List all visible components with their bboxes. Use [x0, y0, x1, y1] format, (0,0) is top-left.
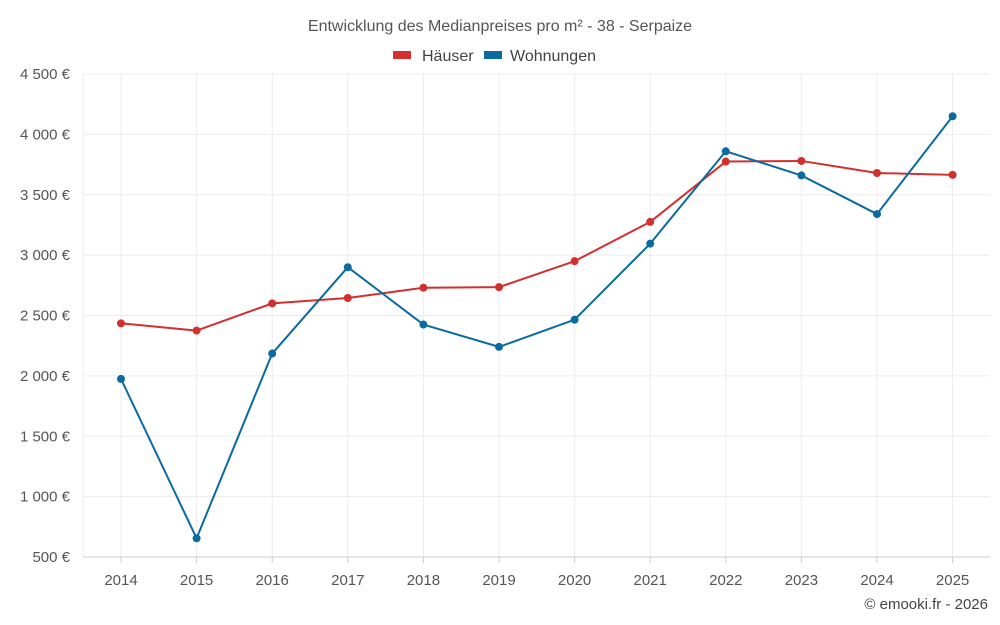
x-tick-label: 2014	[104, 572, 137, 589]
y-tick-label: 3 500 €	[20, 187, 71, 204]
axes: 500 € 1 000 € 1 500 € 2 000 € 2 500 € 3 000 €…	[20, 66, 990, 589]
x-tick-label: 2020	[558, 572, 591, 589]
data-point-haeuser-2017[interactable]	[343, 293, 352, 302]
x-tick-label: 2016	[256, 572, 289, 589]
x-tick-label: 2018	[407, 572, 440, 589]
y-tick-label: 3 000 €	[20, 247, 71, 264]
data-point-haeuser-2019[interactable]	[495, 283, 503, 292]
data-point-haeuser-2014[interactable]	[117, 319, 125, 328]
y-tick-label: 2 500 €	[20, 308, 71, 325]
data-point-haeuser-2021[interactable]	[646, 217, 655, 226]
x-tick-label: 2025	[936, 572, 969, 589]
data-point-wohnungen-2019[interactable]	[495, 342, 503, 351]
data-point-haeuser-2015[interactable]	[192, 326, 201, 335]
data-point-wohnungen-2018[interactable]	[419, 320, 428, 329]
data-point-wohnungen-2021[interactable]	[646, 239, 655, 248]
data-point-wohnungen-2014[interactable]	[117, 374, 125, 383]
y-tick-label: 4 000 €	[20, 126, 71, 143]
data-point-wohnungen-2016[interactable]	[268, 349, 277, 358]
y-tick-label: 500 €	[32, 549, 70, 566]
series-line-haeuser	[120, 159, 953, 332]
legend: Häuser Wohnungen	[393, 48, 596, 65]
data-point-wohnungen-2017[interactable]	[343, 263, 352, 272]
chart-title: Entwicklung des Medianpreises pro m² - 3…	[308, 18, 692, 35]
data-point-haeuser-2023[interactable]	[797, 156, 806, 165]
y-tick-label: 1 500 €	[20, 428, 71, 445]
legend-swatch-haeuser	[393, 51, 411, 59]
legend-swatch-wohnungen	[484, 51, 502, 59]
data-point-haeuser-2016[interactable]	[268, 299, 277, 308]
x-tick-label: 2019	[482, 572, 515, 589]
x-tick-label: 2024	[860, 572, 893, 589]
series-group	[117, 112, 957, 543]
data-point-haeuser-2018[interactable]	[419, 283, 428, 292]
data-point-wohnungen-2023[interactable]	[797, 171, 806, 180]
data-point-wohnungen-2025[interactable]	[948, 112, 957, 121]
x-tick-label: 2017	[331, 572, 364, 589]
y-tick-label: 1 000 €	[20, 489, 71, 506]
x-tick-label: 2021	[634, 572, 667, 589]
data-point-haeuser-2024[interactable]	[873, 169, 881, 178]
x-tick-label: 2015	[180, 572, 213, 589]
data-point-wohnungen-2020[interactable]	[570, 315, 579, 324]
data-point-haeuser-2025[interactable]	[948, 170, 957, 179]
y-tick-label: 4 500 €	[20, 66, 71, 83]
x-tick-label: 2022	[709, 572, 742, 589]
data-point-wohnungen-2024[interactable]	[873, 210, 881, 219]
x-tick-label: 2023	[785, 572, 818, 589]
data-point-wohnungen-2022[interactable]	[721, 147, 730, 156]
y-tick-label: 2 000 €	[20, 368, 71, 385]
credit-text: © emooki.fr - 2026	[864, 596, 988, 613]
data-point-haeuser-2022[interactable]	[721, 157, 730, 166]
data-point-haeuser-2020[interactable]	[570, 257, 579, 266]
legend-label-wohnungen[interactable]: Wohnungen	[510, 48, 596, 65]
legend-label-haeuser[interactable]: Häuser	[422, 48, 474, 65]
data-point-wohnungen-2015[interactable]	[192, 534, 201, 543]
grid	[82, 73, 990, 557]
series-line-wohnungen	[120, 115, 954, 540]
